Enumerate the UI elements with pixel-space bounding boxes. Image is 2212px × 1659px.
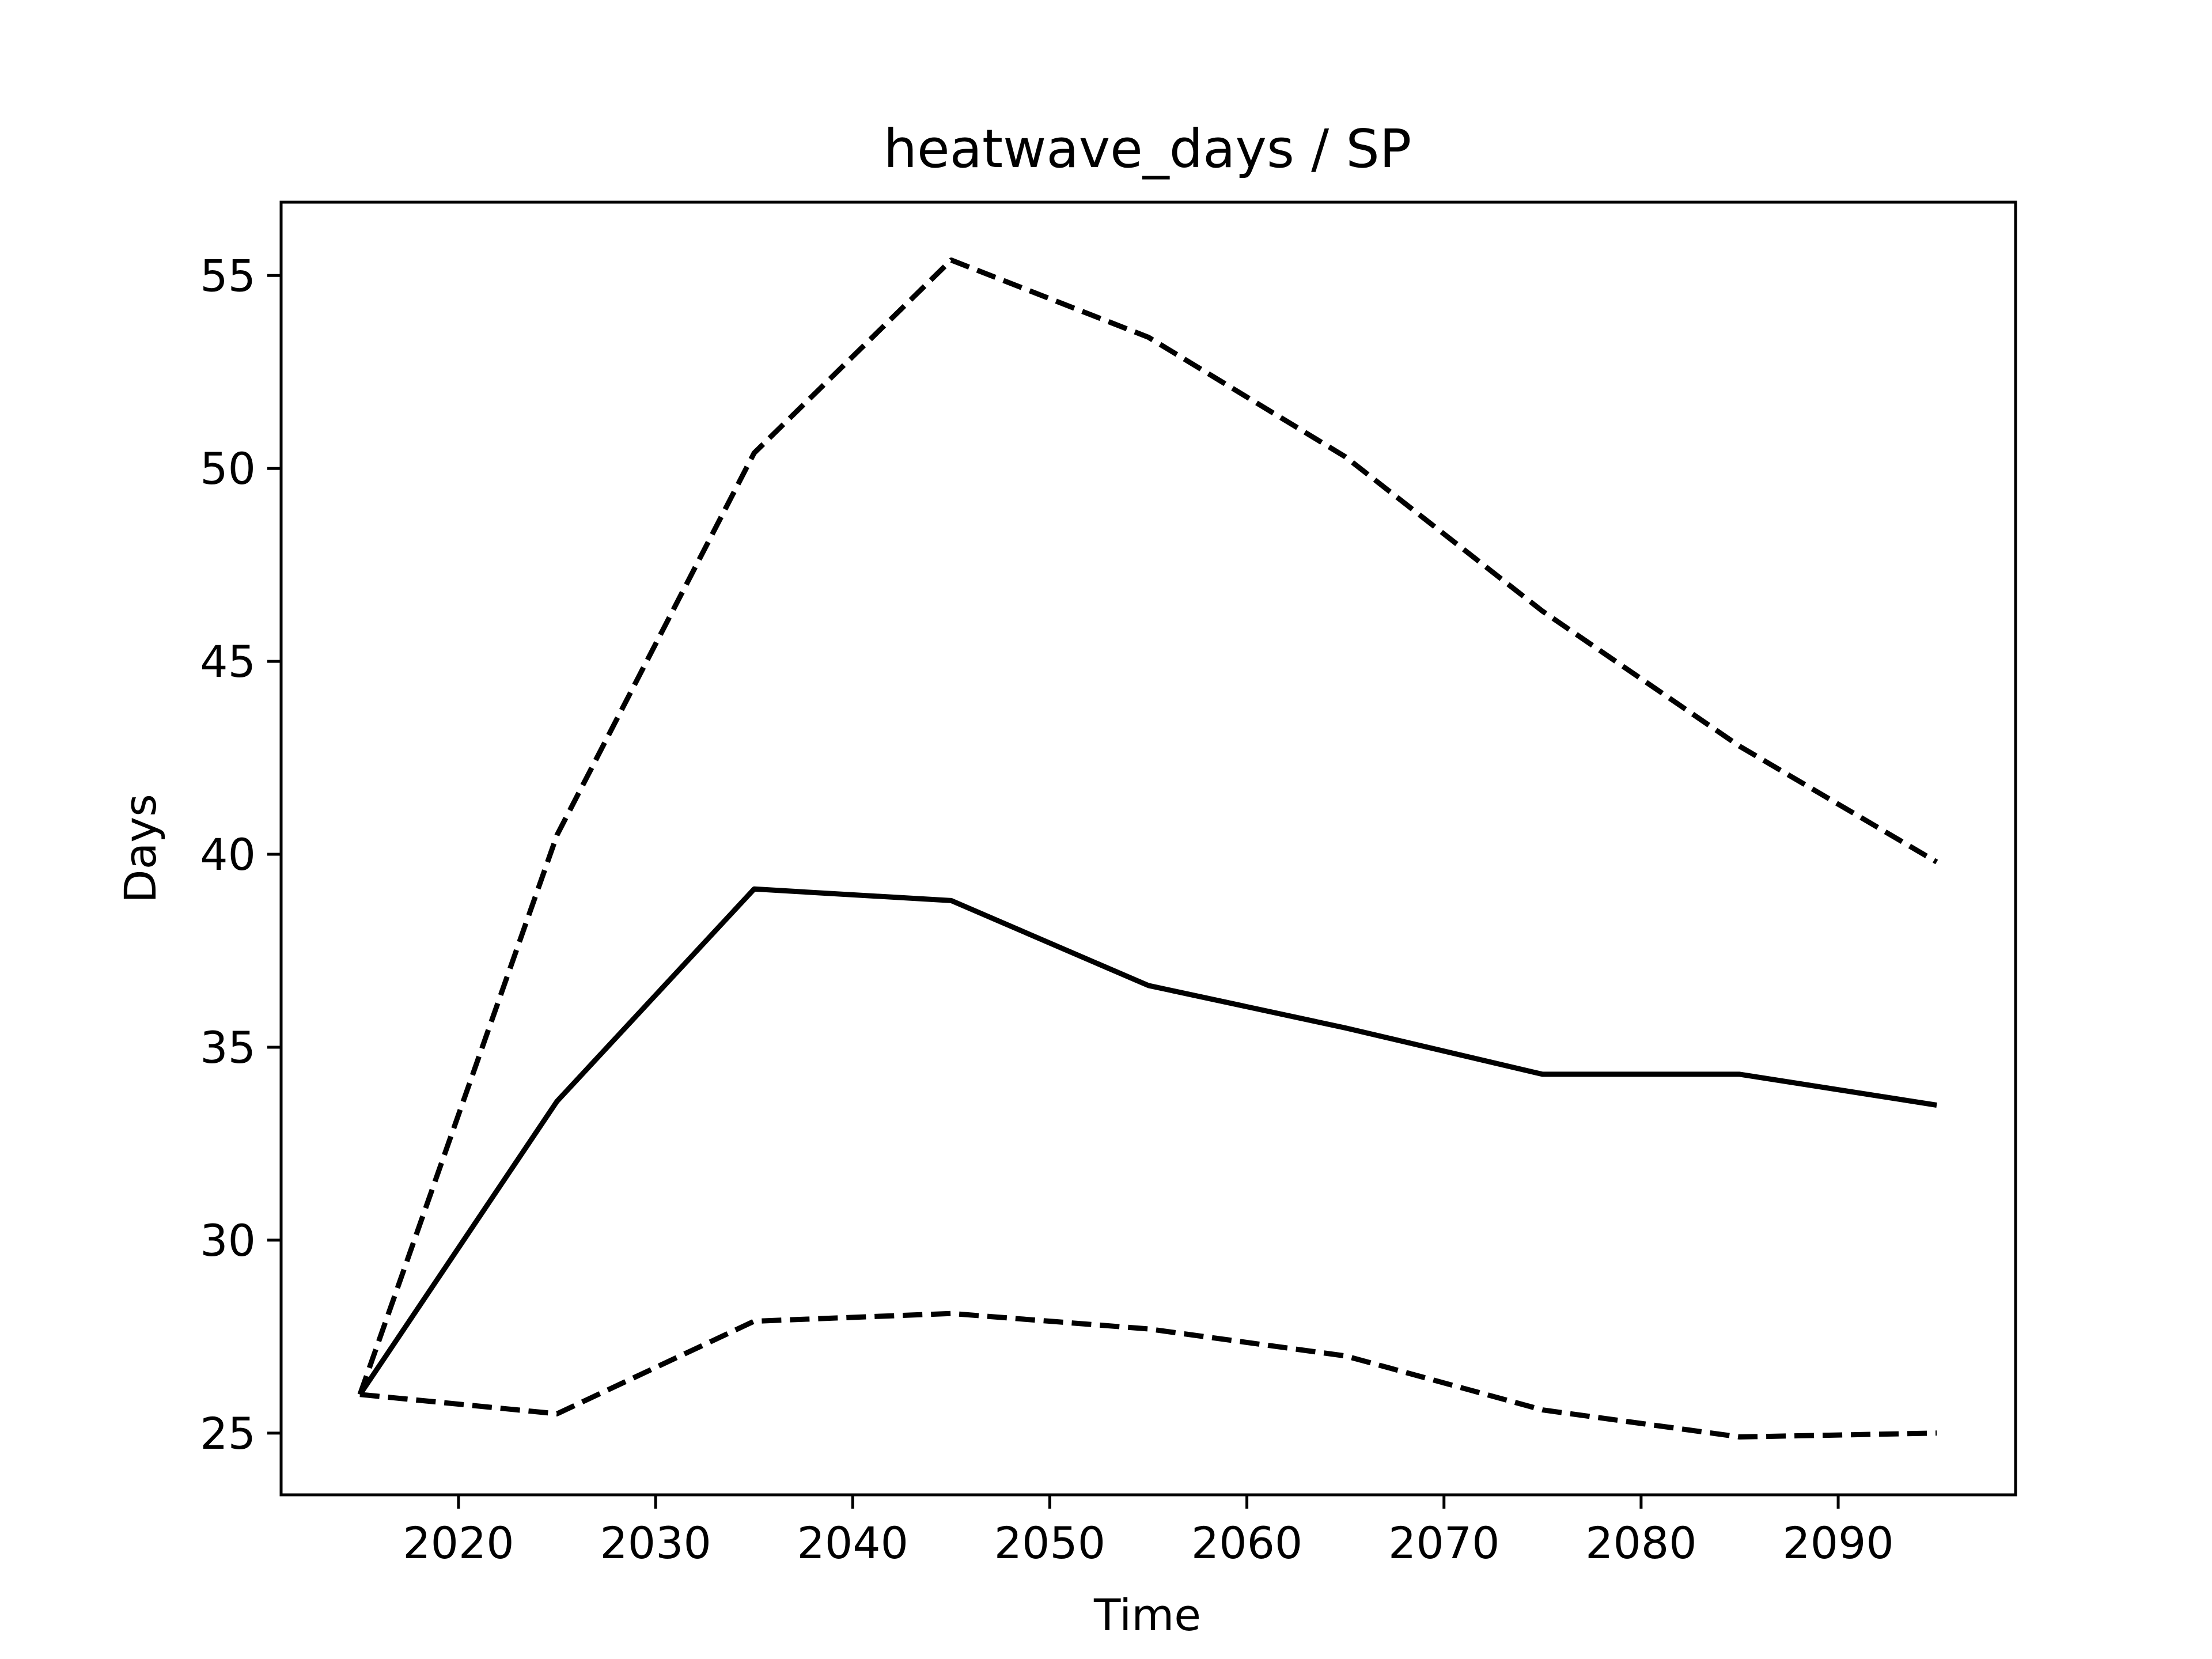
x-tick-label: 2080 <box>1585 1517 1696 1569</box>
y-axis-label: Days <box>115 794 166 903</box>
y-axis: 25 30 35 40 45 50 55 <box>200 250 281 1459</box>
chart-title: heatwave_days / SP <box>884 118 1412 180</box>
x-tick-label: 2070 <box>1388 1517 1499 1569</box>
series-layer <box>357 257 1938 1440</box>
plot-frame <box>279 200 2017 1497</box>
x-tick-label: 2050 <box>994 1517 1105 1569</box>
x-tick-label: 2090 <box>1782 1517 1893 1569</box>
x-axis: 2020 2030 2040 2050 2060 2070 2080 2090 <box>403 1495 1894 1569</box>
y-tick-label: 30 <box>200 1215 256 1266</box>
y-tick-label: 55 <box>200 250 256 301</box>
y-tick-label: 45 <box>200 636 256 687</box>
y-tick-label: 50 <box>200 443 256 494</box>
y-tick-label: 25 <box>200 1408 256 1459</box>
y-tick-label: 35 <box>200 1022 256 1073</box>
x-tick-label: 2030 <box>600 1517 711 1569</box>
series-line-2 <box>359 1310 1937 1440</box>
x-tick-label: 2060 <box>1191 1517 1302 1569</box>
x-tick-label: 2040 <box>797 1517 908 1569</box>
x-tick-label: 2020 <box>403 1517 514 1569</box>
x-axis-label: Time <box>1093 1589 1201 1641</box>
y-tick-label: 40 <box>200 829 256 880</box>
